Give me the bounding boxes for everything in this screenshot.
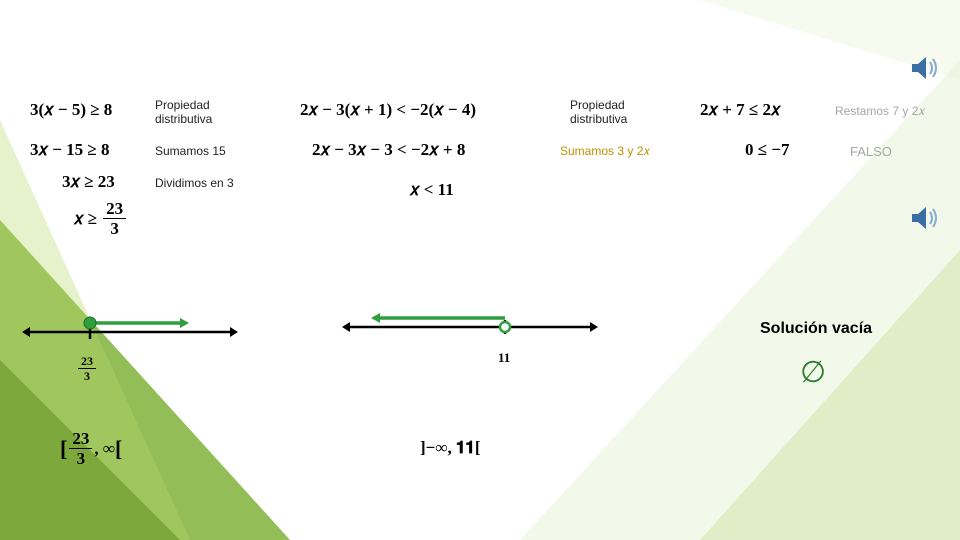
- numerator: 23: [103, 200, 126, 219]
- denominator: 3: [77, 449, 86, 467]
- col3-solution-label: Solución vacía: [760, 320, 872, 338]
- fraction: 23 3: [103, 200, 126, 237]
- text: , ∞: [94, 439, 115, 459]
- col1-eq2: 3𝑥 − 15 ≥ 8: [30, 140, 110, 160]
- col1-note3: Dividimos en 3: [155, 176, 234, 190]
- col1-eq4: 𝑥 ≥ 23 3: [74, 200, 126, 237]
- col1-tick-label: 23 3: [78, 352, 96, 382]
- text-line: Propiedad: [570, 98, 627, 112]
- numerator: 23: [78, 355, 96, 369]
- col1-eq3: 3𝑥 ≥ 23: [62, 172, 115, 192]
- numerator: 23: [69, 430, 92, 449]
- col2-note2: Sumamos 3 y 2𝑥: [560, 144, 650, 159]
- bracket-left: [: [60, 436, 67, 462]
- col3-note1: Restamos 7 y 2𝑥: [835, 104, 925, 119]
- fraction: 23 3: [69, 430, 92, 467]
- col1-interval: [ 23 3 , ∞ [: [60, 430, 122, 467]
- slide-content: 3(𝑥 − 5) ≥ 8 Propiedad distributiva 3𝑥 −…: [0, 0, 960, 540]
- speaker-icon[interactable]: [906, 200, 942, 236]
- speaker-icon[interactable]: [906, 50, 942, 86]
- col2-eq1: 2𝑥 − 3(𝑥 + 1) < −2(𝑥 − 4): [300, 100, 476, 120]
- number-line-2: [340, 305, 600, 350]
- text: 𝑥 ≥: [74, 209, 97, 229]
- text-line: Propiedad: [155, 98, 212, 112]
- fraction: 23 3: [78, 355, 96, 382]
- denominator: 3: [110, 219, 119, 237]
- col1-note2: Sumamos 15: [155, 144, 226, 158]
- col2-eq3: 𝑥 < 11: [410, 180, 454, 200]
- empty-set-icon: ∅: [800, 355, 826, 390]
- col2-tick-label: 11: [498, 350, 510, 366]
- col2-eq2: 2𝑥 − 3𝑥 − 3 < −2𝑥 + 8: [312, 140, 465, 160]
- bracket-right: [: [115, 436, 122, 462]
- col3-eq1: 2𝑥 + 7 ≤ 2𝑥: [700, 100, 780, 120]
- col3-eq2: 0 ≤ −7: [745, 140, 790, 160]
- col1-eq1: 3(𝑥 − 5) ≥ 8: [30, 100, 112, 120]
- col2-note1: Propiedad distributiva: [570, 98, 627, 126]
- denominator: 3: [84, 369, 90, 382]
- col1-note1: Propiedad distributiva: [155, 98, 212, 126]
- text-line: distributiva: [155, 112, 212, 126]
- col2-interval: ]−∞, 𝟏𝟏[: [420, 438, 481, 458]
- number-line-1: [20, 310, 240, 350]
- text-line: distributiva: [570, 112, 627, 126]
- col3-falso: FALSO: [850, 144, 892, 159]
